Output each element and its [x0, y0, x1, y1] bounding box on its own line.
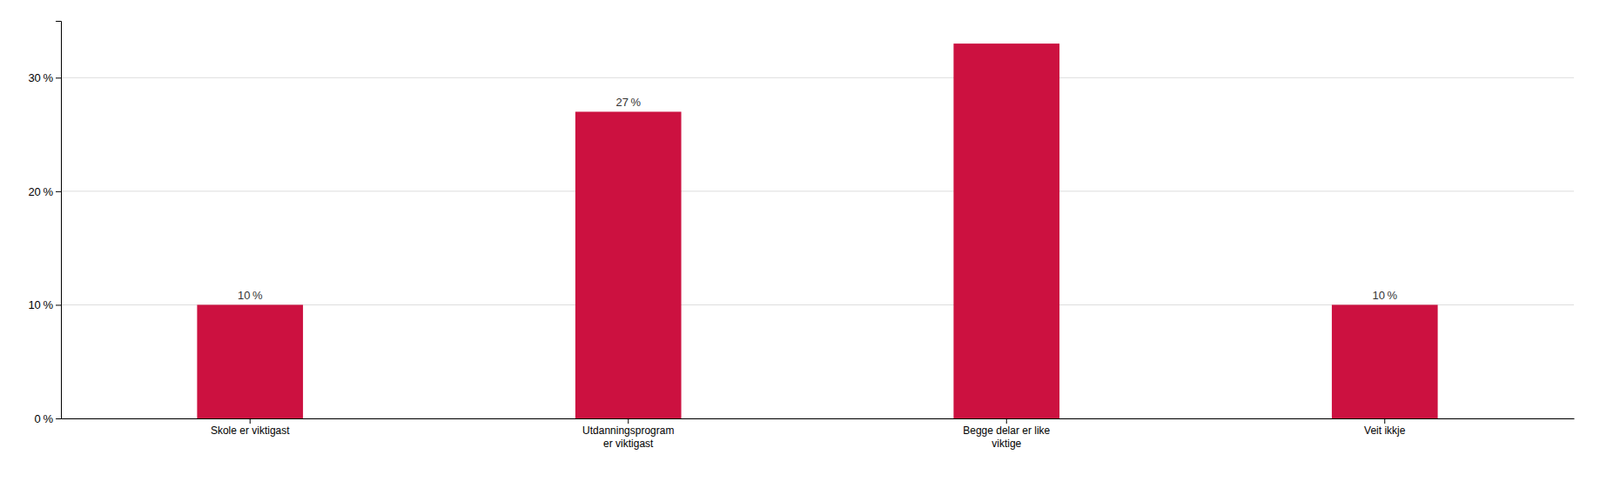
y-tick-label: 0 %: [34, 412, 54, 426]
x-tick-mark: [1384, 418, 1385, 424]
grid-line: [60, 190, 1574, 192]
bar: [1331, 304, 1439, 419]
y-tick: 30 %: [27, 71, 61, 85]
bar: [196, 304, 303, 419]
bar: [953, 43, 1060, 419]
x-tick-label-line: Utdanningsprogram: [582, 424, 674, 437]
y-axis: 0 % 10 % 20 % 30 %: [27, 21, 61, 426]
y-tick-label: 30 %: [27, 71, 54, 85]
y-tick: 0 %: [34, 412, 61, 426]
x-tick: Begge delar er likeviktige: [962, 418, 1050, 451]
x-tick-label-line: Veit ikkje: [1364, 424, 1406, 437]
grid: [60, 77, 1574, 419]
x-axis: Skole er viktigast Utdanningsprogramer vi…: [61, 418, 1575, 451]
x-tick-mark: [249, 418, 251, 424]
data-label: 10 %: [1371, 289, 1398, 303]
y-axis-line: [55, 21, 62, 420]
bar: [575, 111, 682, 419]
data-labels: 10 % 27 % 10 %: [237, 95, 1399, 303]
x-tick-label: Veit ikkje: [1364, 424, 1406, 437]
x-tick: Veit ikkje: [1364, 418, 1406, 437]
x-axis-line: [61, 418, 1575, 420]
x-tick: Skole er viktigast: [210, 418, 290, 437]
y-tick-label: 20 %: [27, 185, 54, 199]
y-tick-label: 10 %: [27, 298, 54, 312]
chart-container: 0 % 10 % 20 % 30 % Skole er viktigast Utdanni…: [0, 0, 1600, 488]
x-tick-mark: [627, 418, 629, 424]
x-tick-label: Begge delar er likeviktige: [962, 424, 1050, 451]
x-tick-label-line: viktige: [991, 437, 1022, 451]
bars: [196, 43, 1438, 419]
y-tick-mark: [55, 191, 61, 193]
y-tick: 20 %: [27, 185, 61, 199]
x-tick: Utdanningsprogramer viktigast: [582, 418, 674, 451]
x-tick-label: Skole er viktigast: [210, 424, 290, 437]
x-tick-label-line: Begge delar er like: [962, 424, 1050, 437]
x-tick-label: Utdanningsprogramer viktigast: [582, 424, 674, 451]
plot-area: 0 % 10 % 20 % 30 % Skole er viktigast Utdanni…: [27, 21, 1574, 451]
x-tick-label-line: Skole er viktigast: [210, 424, 290, 437]
chart-svg: 0 % 10 % 20 % 30 % Skole er viktigast Utdanni…: [0, 0, 1600, 488]
data-label: 27 %: [615, 95, 641, 109]
y-tick-mark: [55, 418, 61, 420]
x-tick-mark: [1006, 418, 1008, 424]
data-label: 10 %: [237, 289, 263, 303]
y-tick: 10 %: [27, 298, 61, 312]
grid-line: [60, 77, 1574, 79]
x-tick-label-line: er viktigast: [603, 437, 654, 451]
y-tick-mark: [55, 77, 61, 79]
y-tick-mark: [55, 304, 61, 306]
